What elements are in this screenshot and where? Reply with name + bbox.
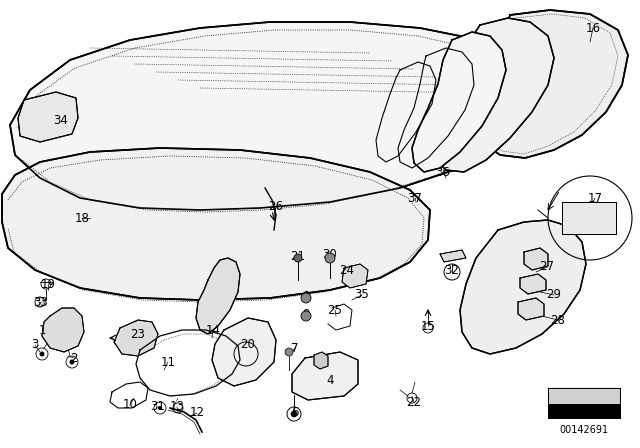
- Text: 1: 1: [38, 323, 45, 336]
- Polygon shape: [476, 10, 628, 158]
- Polygon shape: [520, 274, 546, 294]
- Text: 30: 30: [323, 249, 337, 262]
- Polygon shape: [18, 92, 78, 142]
- Polygon shape: [196, 258, 240, 334]
- Circle shape: [301, 293, 311, 303]
- Polygon shape: [10, 22, 540, 210]
- Polygon shape: [548, 404, 620, 418]
- Text: 37: 37: [408, 191, 422, 204]
- Text: 8: 8: [302, 289, 310, 302]
- Text: 33: 33: [34, 296, 49, 309]
- Text: 31: 31: [150, 401, 165, 414]
- Circle shape: [301, 311, 311, 321]
- Text: 34: 34: [54, 113, 68, 126]
- Text: 12: 12: [189, 406, 205, 419]
- Text: 2: 2: [70, 352, 77, 365]
- Text: 22: 22: [406, 396, 422, 409]
- Text: 6: 6: [291, 405, 299, 418]
- Polygon shape: [212, 318, 276, 386]
- Polygon shape: [440, 250, 466, 262]
- Text: 28: 28: [550, 314, 565, 327]
- Polygon shape: [114, 320, 158, 356]
- Circle shape: [294, 254, 302, 262]
- Text: 35: 35: [355, 289, 369, 302]
- Polygon shape: [292, 352, 358, 400]
- Text: 10: 10: [123, 399, 138, 412]
- Circle shape: [40, 352, 45, 357]
- Polygon shape: [412, 32, 506, 172]
- Text: 23: 23: [131, 328, 145, 341]
- Polygon shape: [2, 148, 430, 300]
- Text: 19: 19: [40, 277, 56, 290]
- Text: 3: 3: [31, 339, 38, 352]
- Circle shape: [70, 359, 74, 365]
- Text: 00142691: 00142691: [559, 425, 609, 435]
- Text: 7: 7: [291, 341, 299, 354]
- Text: 18: 18: [75, 211, 90, 224]
- Circle shape: [291, 411, 297, 417]
- Circle shape: [325, 253, 335, 263]
- Text: 15: 15: [420, 319, 435, 332]
- Text: 25: 25: [328, 303, 342, 316]
- Text: 27: 27: [540, 260, 554, 273]
- Text: 13: 13: [170, 401, 184, 414]
- Text: 36: 36: [436, 165, 451, 178]
- Text: 21: 21: [291, 250, 305, 263]
- Polygon shape: [548, 388, 620, 404]
- Text: 29: 29: [547, 289, 561, 302]
- Text: 32: 32: [445, 263, 460, 276]
- Text: 9: 9: [302, 309, 310, 322]
- Text: 17: 17: [588, 191, 602, 204]
- Polygon shape: [460, 220, 586, 354]
- Text: 11: 11: [161, 356, 175, 369]
- Text: 4: 4: [326, 374, 333, 387]
- Circle shape: [158, 406, 162, 410]
- Polygon shape: [342, 264, 368, 288]
- Text: 5: 5: [314, 353, 322, 366]
- Polygon shape: [42, 308, 84, 352]
- Text: 14: 14: [205, 323, 221, 336]
- Polygon shape: [518, 298, 544, 320]
- Text: 26: 26: [269, 201, 284, 214]
- Polygon shape: [562, 202, 616, 234]
- Polygon shape: [314, 352, 328, 369]
- Text: 16: 16: [586, 22, 600, 34]
- Text: 20: 20: [241, 339, 255, 352]
- Polygon shape: [524, 248, 548, 270]
- Circle shape: [285, 348, 293, 356]
- Polygon shape: [432, 18, 554, 172]
- Text: 24: 24: [339, 264, 355, 277]
